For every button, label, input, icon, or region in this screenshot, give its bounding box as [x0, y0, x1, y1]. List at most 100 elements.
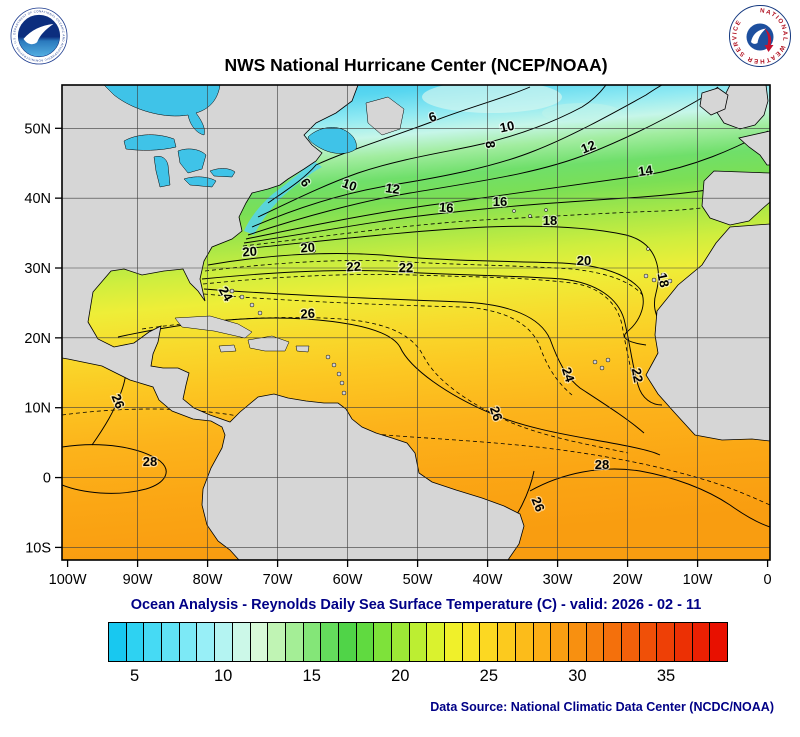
- contour-label: 22: [346, 259, 361, 275]
- colorbar-cell: [479, 623, 498, 661]
- contour-label: 28: [143, 454, 157, 469]
- colorbar-cell: [302, 623, 321, 661]
- lon-axis-label: 60W: [333, 572, 363, 588]
- colorbar-cell: [373, 623, 391, 661]
- colorbar-cell: [249, 623, 268, 661]
- contour-label: 24: [559, 365, 578, 384]
- colorbar-cell: [638, 623, 657, 661]
- colorbar-cell: [691, 623, 710, 661]
- map-caption: Ocean Analysis - Reynolds Daily Sea Surf…: [130, 597, 702, 613]
- colorbar-cell: [231, 623, 250, 661]
- lat-lon-grid: [62, 85, 770, 560]
- contour-label: 14: [637, 162, 654, 179]
- lon-axis-label: 50W: [403, 572, 433, 588]
- colorbar-cell: [461, 623, 480, 661]
- colorbar-cell: [391, 623, 409, 661]
- colorbar-cell: [550, 623, 568, 661]
- contour-label: 26: [109, 392, 128, 411]
- colorbar-tick-label: 20: [391, 667, 410, 685]
- colorbar-cell: [178, 623, 197, 661]
- colorbar-tick-label: 25: [479, 667, 499, 685]
- colorbar-cell: [620, 623, 639, 661]
- land-ireland: [699, 87, 729, 116]
- colorbar-cell: [532, 623, 551, 661]
- colorbar-cell: [514, 623, 533, 661]
- island-cuba: [174, 315, 253, 339]
- nws-swoosh-icon: [751, 28, 766, 44]
- colorbar-cell: [444, 623, 462, 661]
- colorbar-cell: [567, 623, 586, 661]
- colorbar-cell: [214, 623, 232, 661]
- contour-label: 12: [384, 180, 400, 197]
- lat-axis-label: 10N: [24, 401, 51, 417]
- contour-label: 18: [543, 213, 557, 228]
- lon-axis-label: 10W: [683, 572, 713, 588]
- colorbar-cell: [603, 623, 621, 661]
- contour-label: 26: [487, 404, 506, 422]
- lake-erie: [183, 176, 217, 188]
- land-africa: [645, 223, 770, 442]
- land-americas: [62, 85, 525, 560]
- colorbar-cell: [125, 623, 144, 661]
- lat-axis-label: 0: [43, 471, 51, 487]
- contour-label: 16: [493, 194, 507, 209]
- land-france: [738, 130, 770, 166]
- contour-label: 8: [483, 140, 499, 149]
- gulf-of-st-lawrence: [307, 127, 357, 154]
- colorbar-tick-label: 35: [656, 667, 676, 685]
- lake-ontario: [209, 168, 236, 178]
- contour-label: 16: [439, 200, 454, 216]
- lat-axis-label: 20N: [24, 331, 51, 347]
- lon-axis-label: 100W: [49, 572, 87, 588]
- contour-label: 28: [595, 457, 609, 472]
- contour-label: 18: [655, 271, 673, 288]
- map-frame: [61, 84, 771, 561]
- cold-patch-north: [422, 85, 562, 113]
- cold-patch-north-2: [542, 103, 622, 123]
- colorbar: 5 10 15 20 25 30 35: [108, 622, 728, 688]
- island-puerto-rico: [295, 345, 310, 353]
- colorbar-cell: [284, 623, 303, 661]
- island-hispaniola: [247, 335, 290, 352]
- lat-axis-label: 40N: [24, 191, 51, 207]
- colorbar-cell: [497, 623, 515, 661]
- colorbar-cell: [109, 623, 126, 661]
- contour-label: 20: [300, 240, 315, 256]
- contour-label: 26: [529, 495, 548, 514]
- colorbar-cell: [355, 623, 374, 661]
- colorbar-cell: [267, 623, 285, 661]
- colorbar-cells: [108, 622, 728, 662]
- colorbar-cell: [196, 623, 215, 661]
- colorbar-cell: [337, 623, 356, 661]
- colorbar-cell: [674, 623, 692, 661]
- lon-axis-label: 90W: [123, 572, 153, 588]
- lon-axis-label: 40W: [473, 572, 503, 588]
- noaa-seagull-icon: [23, 23, 54, 45]
- contour-label: 22: [399, 260, 413, 275]
- colorbar-cell: [320, 623, 338, 661]
- lon-axis-label: 80W: [193, 572, 223, 588]
- island-jamaica: [218, 344, 237, 353]
- colorbar-cell: [585, 623, 604, 661]
- colorbar-cell: [408, 623, 427, 661]
- header: NATIONAL OCEANIC AND ATMOSPHERIC ADMINIS…: [0, 0, 800, 84]
- page-title: NWS National Hurricane Center (NCEP/NOAA…: [224, 55, 608, 75]
- nws-arrow-icon: [764, 28, 774, 52]
- contour-label: 12: [579, 137, 598, 156]
- contour-label: 22: [629, 367, 646, 384]
- contour-label: 20: [242, 244, 257, 260]
- contour-label: 10: [340, 175, 359, 194]
- colorbar-cell: [161, 623, 179, 661]
- lon-axis-label: 30W: [543, 572, 573, 588]
- lake-huron: [177, 148, 207, 174]
- lat-axis-label: 30N: [24, 261, 51, 277]
- axes: 50N 40N 30N 20N 10N 0 10S 100W 90W 80W 70W 60W 50W 40…: [24, 121, 771, 588]
- lon-axis-label: 0: [764, 572, 772, 588]
- colorbar-cell: [426, 623, 445, 661]
- nws-logo: NATIONAL WEATHER SERVICE: [729, 5, 791, 67]
- atlantic-islands: [312, 208, 673, 371]
- colorbar-labels: 5 10 15 20 25 30 35: [108, 662, 728, 688]
- contour-label: 10: [498, 118, 515, 136]
